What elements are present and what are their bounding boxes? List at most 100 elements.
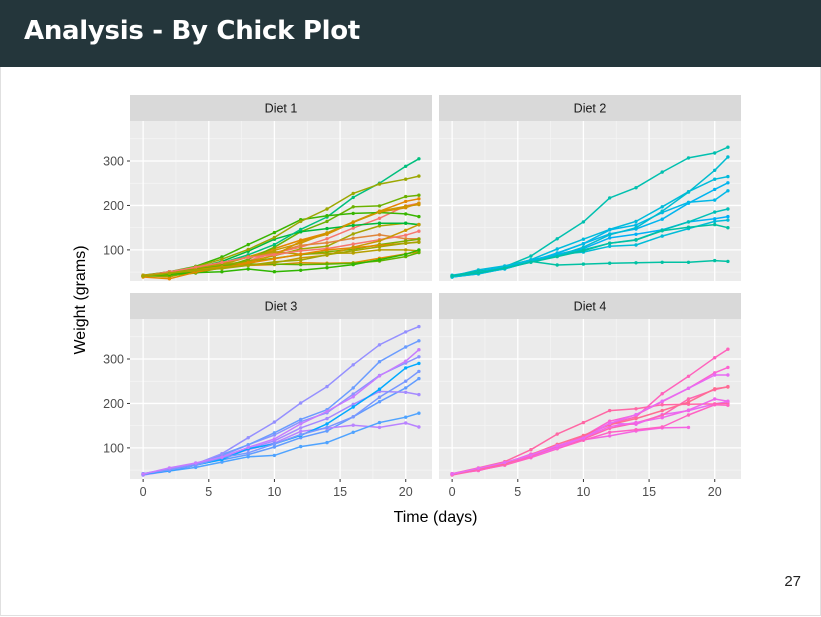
- data-point: [404, 415, 408, 419]
- data-point: [325, 253, 329, 257]
- data-point: [351, 262, 355, 267]
- data-point: [351, 191, 355, 196]
- data-point: [417, 201, 421, 205]
- data-point: [713, 151, 717, 155]
- data-point: [377, 216, 382, 220]
- y-tick-label: 200: [103, 397, 124, 411]
- data-point: [299, 444, 303, 449]
- data-point: [377, 374, 382, 378]
- data-point: [726, 207, 730, 211]
- data-point: [377, 258, 382, 262]
- data-point: [608, 421, 612, 426]
- x-tick-label: 10: [576, 485, 590, 499]
- data-point: [404, 379, 408, 383]
- data-point: [686, 397, 691, 401]
- data-point: [713, 222, 717, 227]
- data-point: [660, 425, 664, 429]
- data-point: [351, 205, 355, 209]
- data-point: [299, 249, 303, 253]
- data-point: [351, 363, 355, 367]
- data-point: [660, 170, 664, 174]
- data-point: [404, 194, 408, 199]
- facet-strip-label: Diet 1: [265, 102, 298, 116]
- data-point: [660, 392, 664, 396]
- y-axis-title: Weight (grams): [72, 245, 89, 354]
- data-point: [246, 263, 250, 268]
- data-point: [608, 261, 612, 265]
- panel-diet-4: Diet 4 0 5 10 15 20: [439, 293, 741, 499]
- data-point: [325, 440, 329, 445]
- data-point: [325, 266, 329, 270]
- data-point: [220, 270, 224, 274]
- data-point: [417, 197, 421, 201]
- data-point: [377, 210, 382, 214]
- data-point: [351, 415, 355, 419]
- data-point: [351, 226, 355, 230]
- panel-diet-2: Diet 2: [439, 95, 741, 281]
- x-tick-label: 0: [449, 485, 456, 499]
- data-point: [299, 432, 303, 437]
- x-tick-label: 15: [642, 485, 656, 499]
- data-point: [404, 228, 408, 232]
- data-point: [351, 423, 355, 427]
- series-diet-4-10: [450, 373, 730, 476]
- data-point: [299, 243, 303, 248]
- data-point: [581, 220, 586, 224]
- data-point: [246, 443, 250, 447]
- data-point: [377, 221, 382, 225]
- data-point: [634, 226, 638, 230]
- data-point: [377, 425, 382, 430]
- data-point: [325, 207, 329, 211]
- data-point: [404, 252, 408, 256]
- data-point: [220, 455, 224, 459]
- data-point: [351, 386, 355, 390]
- data-point: [450, 274, 454, 278]
- y-tick-label: 100: [103, 441, 124, 455]
- data-point: [417, 411, 421, 415]
- data-point: [634, 412, 638, 417]
- data-point: [686, 220, 691, 224]
- data-point: [377, 204, 382, 208]
- data-point: [634, 186, 638, 190]
- data-point: [726, 174, 730, 179]
- data-point: [417, 355, 421, 359]
- data-point: [325, 425, 329, 430]
- data-point: [417, 392, 421, 397]
- data-point: [608, 244, 612, 248]
- data-point: [634, 416, 638, 421]
- data-point: [476, 466, 481, 470]
- data-point: [417, 425, 421, 429]
- data-point: [713, 397, 717, 401]
- data-point: [713, 217, 717, 221]
- data-point: [404, 248, 408, 252]
- x-tick-label: 5: [205, 485, 212, 499]
- data-point: [272, 437, 277, 441]
- data-point: [726, 259, 730, 264]
- data-point: [417, 250, 421, 255]
- data-point: [272, 442, 277, 446]
- data-point: [272, 235, 277, 240]
- data-point: [194, 461, 198, 465]
- data-point: [581, 420, 586, 425]
- data-point: [450, 472, 454, 476]
- data-point: [581, 242, 586, 246]
- data-point: [726, 373, 730, 377]
- data-point: [634, 243, 638, 247]
- data-point: [713, 210, 717, 214]
- series-diet-1-20: [141, 240, 421, 278]
- y-tick-label: 300: [103, 353, 124, 367]
- data-point: [272, 242, 277, 247]
- data-point: [404, 366, 408, 370]
- data-point: [351, 236, 355, 240]
- x-axis-title: Time (days): [394, 509, 478, 526]
- data-point: [351, 242, 355, 246]
- data-point: [351, 405, 355, 409]
- series-line: [143, 241, 419, 280]
- series-line: [143, 241, 419, 277]
- data-point: [417, 174, 421, 178]
- data-point: [608, 233, 612, 237]
- data-point: [417, 240, 421, 244]
- data-point: [351, 220, 355, 224]
- panel-background: [439, 121, 741, 281]
- data-point: [686, 260, 691, 264]
